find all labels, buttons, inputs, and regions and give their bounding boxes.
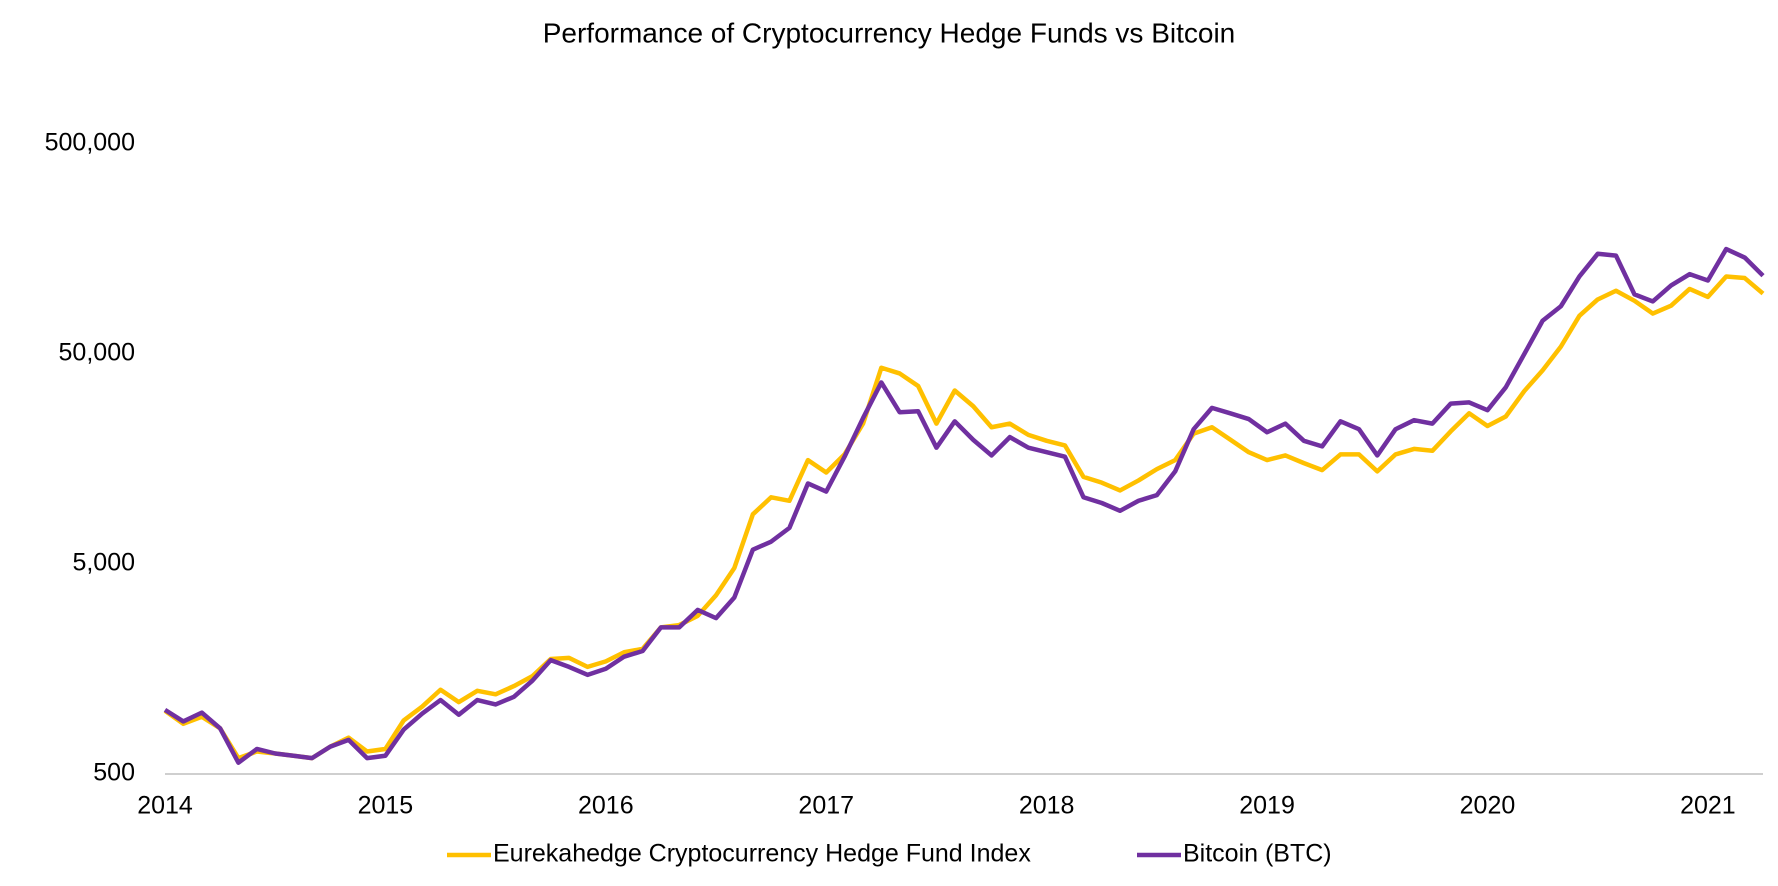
legend-label: Bitcoin (BTC): [1183, 840, 1332, 868]
series-line: [163, 274, 1765, 761]
x-tick-label: 2014: [137, 792, 193, 820]
x-tick-label: 2019: [1239, 792, 1295, 820]
x-tick-label: 2020: [1460, 792, 1516, 820]
series-line: [163, 246, 1765, 765]
y-tick-label: 500,000: [45, 129, 135, 157]
x-tick-label: 2016: [578, 792, 634, 820]
chart-title: Performance of Cryptocurrency Hedge Fund…: [543, 17, 1236, 48]
y-tick-label: 500: [93, 759, 135, 787]
x-tick-label: 2015: [358, 792, 414, 820]
y-tick-label: 5,000: [72, 549, 135, 577]
legend-label: Eurekahedge Cryptocurrency Hedge Fund In…: [493, 840, 1031, 868]
y-tick-label: 50,000: [59, 339, 135, 367]
x-tick-label: 2018: [1019, 792, 1075, 820]
x-tick-label: 2021: [1680, 792, 1736, 820]
x-tick-label: 2017: [798, 792, 854, 820]
